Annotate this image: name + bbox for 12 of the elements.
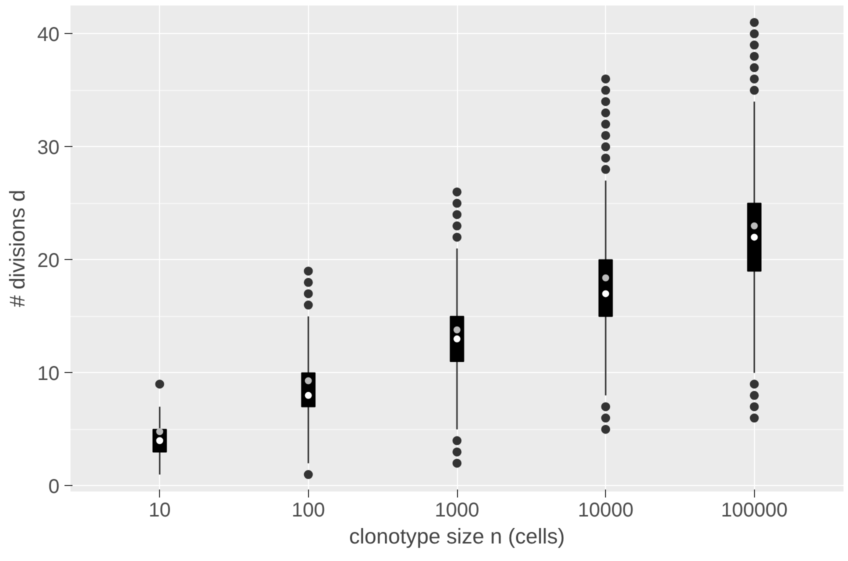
- x-tick-label: 100: [292, 500, 326, 522]
- y-tick-label: 0: [48, 476, 60, 498]
- x-tick-label: 10: [148, 500, 171, 522]
- x-tick-label: 10000: [578, 500, 634, 522]
- x-tick-label: 100000: [720, 500, 788, 522]
- y-axis-title: # divisions d: [5, 190, 30, 308]
- x-tick-label: 1000: [434, 500, 480, 522]
- x-axis-title: clonotype size n (cells): [349, 524, 565, 548]
- y-tick-label: 10: [37, 362, 60, 385]
- y-tick-label: 40: [37, 24, 60, 46]
- y-tick-label: 20: [37, 250, 60, 272]
- y-tick-label: 30: [37, 136, 60, 159]
